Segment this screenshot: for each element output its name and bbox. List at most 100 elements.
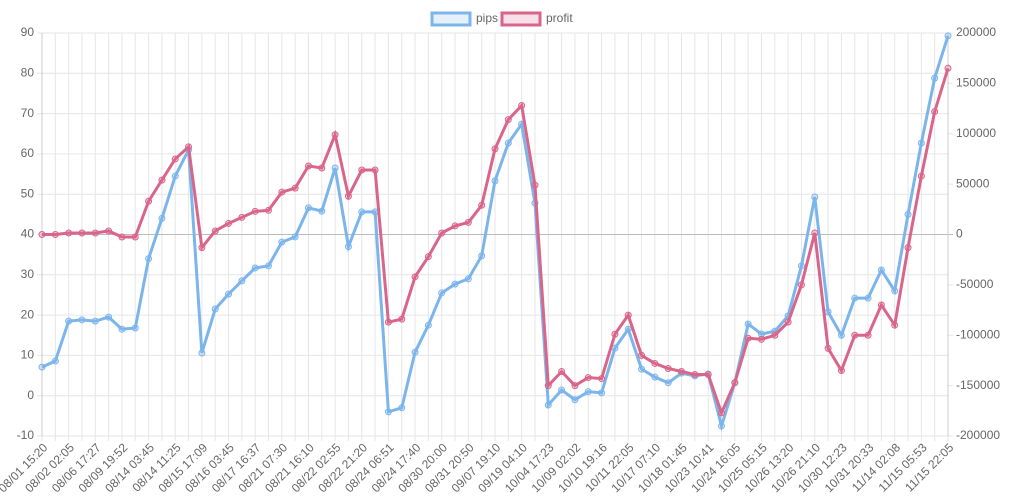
data-point [611,330,619,338]
series-line [42,67,950,417]
y-tick-label: 50 [21,186,35,200]
data-point [544,401,552,409]
data-point [384,318,392,326]
data-point [158,214,166,222]
data-point [877,266,885,274]
data-point [51,231,59,238]
data-point [558,368,566,376]
data-point [344,243,352,251]
data-point [291,233,299,241]
data-point [251,207,259,215]
data-point [291,184,299,192]
data-point [718,409,725,417]
data-point [678,368,686,376]
data-point [598,375,606,383]
data-point [544,382,552,390]
data-point [438,229,446,237]
data-point [651,359,659,367]
data-point [38,363,46,371]
data-point [304,162,312,170]
data-point [851,331,859,339]
data-point [917,139,925,147]
data-point [65,229,73,237]
data-point [584,388,592,396]
data-point [931,74,939,82]
data-point [744,320,752,328]
data-point [797,262,805,270]
data-point [171,172,179,180]
y2-tick-label: 200000 [956,25,996,39]
data-point [118,325,126,333]
legend-label: pips [476,11,498,25]
legend-label: profit [546,11,573,25]
data-point [211,305,219,313]
y-tick-label: 40 [21,227,35,241]
data-point [891,287,899,295]
data-point [78,316,86,324]
data-point [478,201,486,209]
data-point [65,317,73,325]
data-point [265,262,272,270]
data-point [811,193,819,201]
data-point [51,357,59,365]
data-point [451,280,459,288]
data-point [265,206,272,214]
legend-swatch [500,11,542,27]
y2-tick-label: -100000 [956,327,1000,341]
data-point [731,379,739,387]
data-point [784,318,792,326]
data-point [491,145,499,153]
data-point [464,275,472,283]
data-point [131,324,139,332]
data-point [491,177,499,185]
y-tick-label: 90 [21,25,35,39]
data-point [824,308,832,316]
data-point [877,301,885,309]
data-point [424,321,432,329]
data-point [398,315,406,323]
data-point [145,197,153,205]
data-point [171,155,179,163]
data-point [691,371,699,379]
data-point [438,289,446,297]
data-point [504,139,512,147]
y2-tick-label: -200000 [956,428,1000,442]
data-point [837,331,845,339]
legend-swatch [430,11,472,27]
y2-tick-label: 0 [956,227,963,241]
data-point [158,176,166,184]
data-point [584,374,592,382]
series-line [41,35,950,432]
data-point [638,351,646,359]
data-point [198,244,206,252]
y-tick-label: -10 [17,428,35,442]
data-point [811,229,819,237]
data-point [704,371,712,379]
data-point [145,255,153,263]
data-point [864,331,872,339]
data-point [904,210,912,218]
data-point [824,344,832,352]
data-point [664,379,672,387]
data-point [917,172,925,180]
y2-tick-label: 150000 [956,76,996,90]
data-point [278,238,286,246]
data-point [278,188,286,196]
data-point [651,373,659,381]
data-point [598,389,606,397]
y-tick-label: 10 [21,348,35,362]
data-point [185,143,193,151]
data-point [757,335,765,343]
data-point [837,367,845,375]
data-point [198,349,206,357]
data-point [757,330,765,338]
data-point [424,253,432,261]
data-point [624,311,632,319]
data-point [851,294,859,302]
data-point [797,281,805,289]
data-point [211,227,219,235]
data-point [91,317,99,325]
data-point [571,382,579,390]
data-point [304,204,312,212]
